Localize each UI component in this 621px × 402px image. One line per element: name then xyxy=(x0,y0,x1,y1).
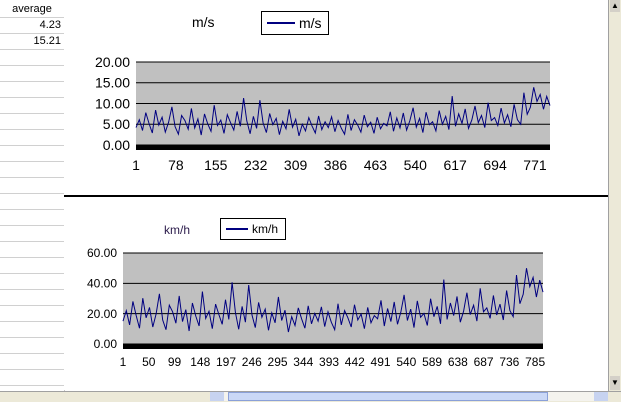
chart-kmh-legend[interactable]: km/h xyxy=(220,218,286,240)
x-tick-label: 295 xyxy=(268,355,288,369)
x-tick-label: 99 xyxy=(168,355,182,369)
chart-ms-legend[interactable]: m/s xyxy=(261,11,329,35)
empty-cell[interactable] xyxy=(0,210,64,226)
y-tick-label: 5.00 xyxy=(103,116,130,132)
empty-cell[interactable] xyxy=(0,50,64,66)
chart-kmh[interactable]: km/h km/h 0.00 20.00 40.00 60.00 1 50 99 148 197… xyxy=(64,197,608,390)
x-tick-label: 491 xyxy=(371,355,391,369)
y-tick-label: 10.00 xyxy=(95,95,130,111)
legend-label: km/h xyxy=(252,222,279,236)
x-tick-label: 617 xyxy=(443,157,467,173)
empty-cell[interactable] xyxy=(0,162,64,178)
empty-cell[interactable] xyxy=(0,178,64,194)
x-tick-label: 687 xyxy=(474,355,494,369)
y-tick-label: 0.00 xyxy=(94,337,118,351)
series-line xyxy=(122,268,544,333)
x-tick-label: 1 xyxy=(132,157,140,173)
x-tick-label: 771 xyxy=(523,157,547,173)
empty-cell[interactable] xyxy=(0,146,64,162)
y-tick-label: 60.00 xyxy=(87,246,117,260)
x-tick-label: 736 xyxy=(499,355,519,369)
horizontal-scroll-thumb[interactable] xyxy=(228,392,548,401)
empty-cell[interactable] xyxy=(0,354,64,370)
x-tick-label: 540 xyxy=(396,355,416,369)
x-tick-label: 694 xyxy=(483,157,507,173)
x-tick-label: 785 xyxy=(525,355,545,369)
empty-cell[interactable] xyxy=(0,114,64,130)
cell-average-ms[interactable]: 4.23 xyxy=(0,18,64,34)
empty-cell[interactable] xyxy=(0,290,64,306)
x-tick-label: 148 xyxy=(190,355,210,369)
x-tick-label: 232 xyxy=(244,157,268,173)
x-tick-label: 540 xyxy=(404,157,428,173)
x-tick-label: 78 xyxy=(168,157,184,173)
empty-cell[interactable] xyxy=(0,274,64,290)
empty-cell[interactable] xyxy=(0,242,64,258)
x-tick-label: 589 xyxy=(422,355,442,369)
chart-divider xyxy=(64,195,608,197)
chart-ms-plot: 0.00 5.00 10.00 15.00 20.00 1 78 155 232 309 386 46… xyxy=(95,54,551,173)
chart-kmh-plot: 0.00 20.00 40.00 60.00 1 50 99 148 197 246 295 344 3… xyxy=(87,246,545,369)
x-tick-label: 386 xyxy=(324,157,348,173)
scroll-down-icon[interactable]: ▼ xyxy=(610,376,620,390)
empty-cell[interactable] xyxy=(0,322,64,338)
empty-cell[interactable] xyxy=(0,98,64,114)
scroll-up-icon[interactable]: ▲ xyxy=(610,0,620,12)
x-tick-label: 309 xyxy=(284,157,308,173)
empty-cell[interactable] xyxy=(0,338,64,354)
y-tick-label: 15.00 xyxy=(95,75,130,91)
empty-cell[interactable] xyxy=(0,306,64,322)
x-axis-floor xyxy=(136,145,550,150)
y-tick-label: 20.00 xyxy=(95,54,130,70)
x-tick-label: 638 xyxy=(448,355,468,369)
empty-cell[interactable] xyxy=(0,370,64,386)
scroll-left-icon[interactable] xyxy=(210,392,224,401)
x-tick-label: 463 xyxy=(364,157,388,173)
empty-cell[interactable] xyxy=(0,194,64,210)
empty-cell[interactable] xyxy=(0,226,64,242)
series-line xyxy=(135,87,551,137)
vertical-scrollbar[interactable] xyxy=(608,0,621,391)
empty-cell[interactable] xyxy=(0,130,64,146)
chart-ms[interactable]: m/s m/s 0.00 5.00 10.00 15.00 20.00 1 78 155 232… xyxy=(64,0,608,195)
x-tick-label: 246 xyxy=(242,355,262,369)
x-tick-label: 442 xyxy=(345,355,365,369)
chart-kmh-unit-label: km/h xyxy=(164,223,191,237)
x-tick-label: 344 xyxy=(293,355,313,369)
legend-label: m/s xyxy=(299,15,322,31)
empty-cell[interactable] xyxy=(0,82,64,98)
cell-average-kmh[interactable]: 15.21 xyxy=(0,34,64,50)
x-tick-label: 393 xyxy=(319,355,339,369)
legend-swatch xyxy=(267,22,295,24)
legend-swatch xyxy=(226,228,248,230)
plot-area xyxy=(123,253,543,344)
scroll-right-icon[interactable] xyxy=(594,392,608,401)
cell-average-label[interactable]: average xyxy=(0,2,64,18)
y-tick-label: 40.00 xyxy=(87,277,117,291)
chart-ms-unit-label: m/s xyxy=(192,14,215,30)
x-axis-floor xyxy=(123,344,543,349)
empty-cell[interactable] xyxy=(0,258,64,274)
empty-cell[interactable] xyxy=(0,66,64,82)
x-tick-label: 197 xyxy=(216,355,236,369)
x-tick-label: 155 xyxy=(204,157,228,173)
y-tick-label: 20.00 xyxy=(87,307,117,321)
x-tick-label: 50 xyxy=(142,355,156,369)
spreadsheet-column: average 4.23 15.21 xyxy=(0,0,65,391)
x-tick-label: 1 xyxy=(120,355,127,369)
y-tick-label: 0.00 xyxy=(103,137,130,153)
